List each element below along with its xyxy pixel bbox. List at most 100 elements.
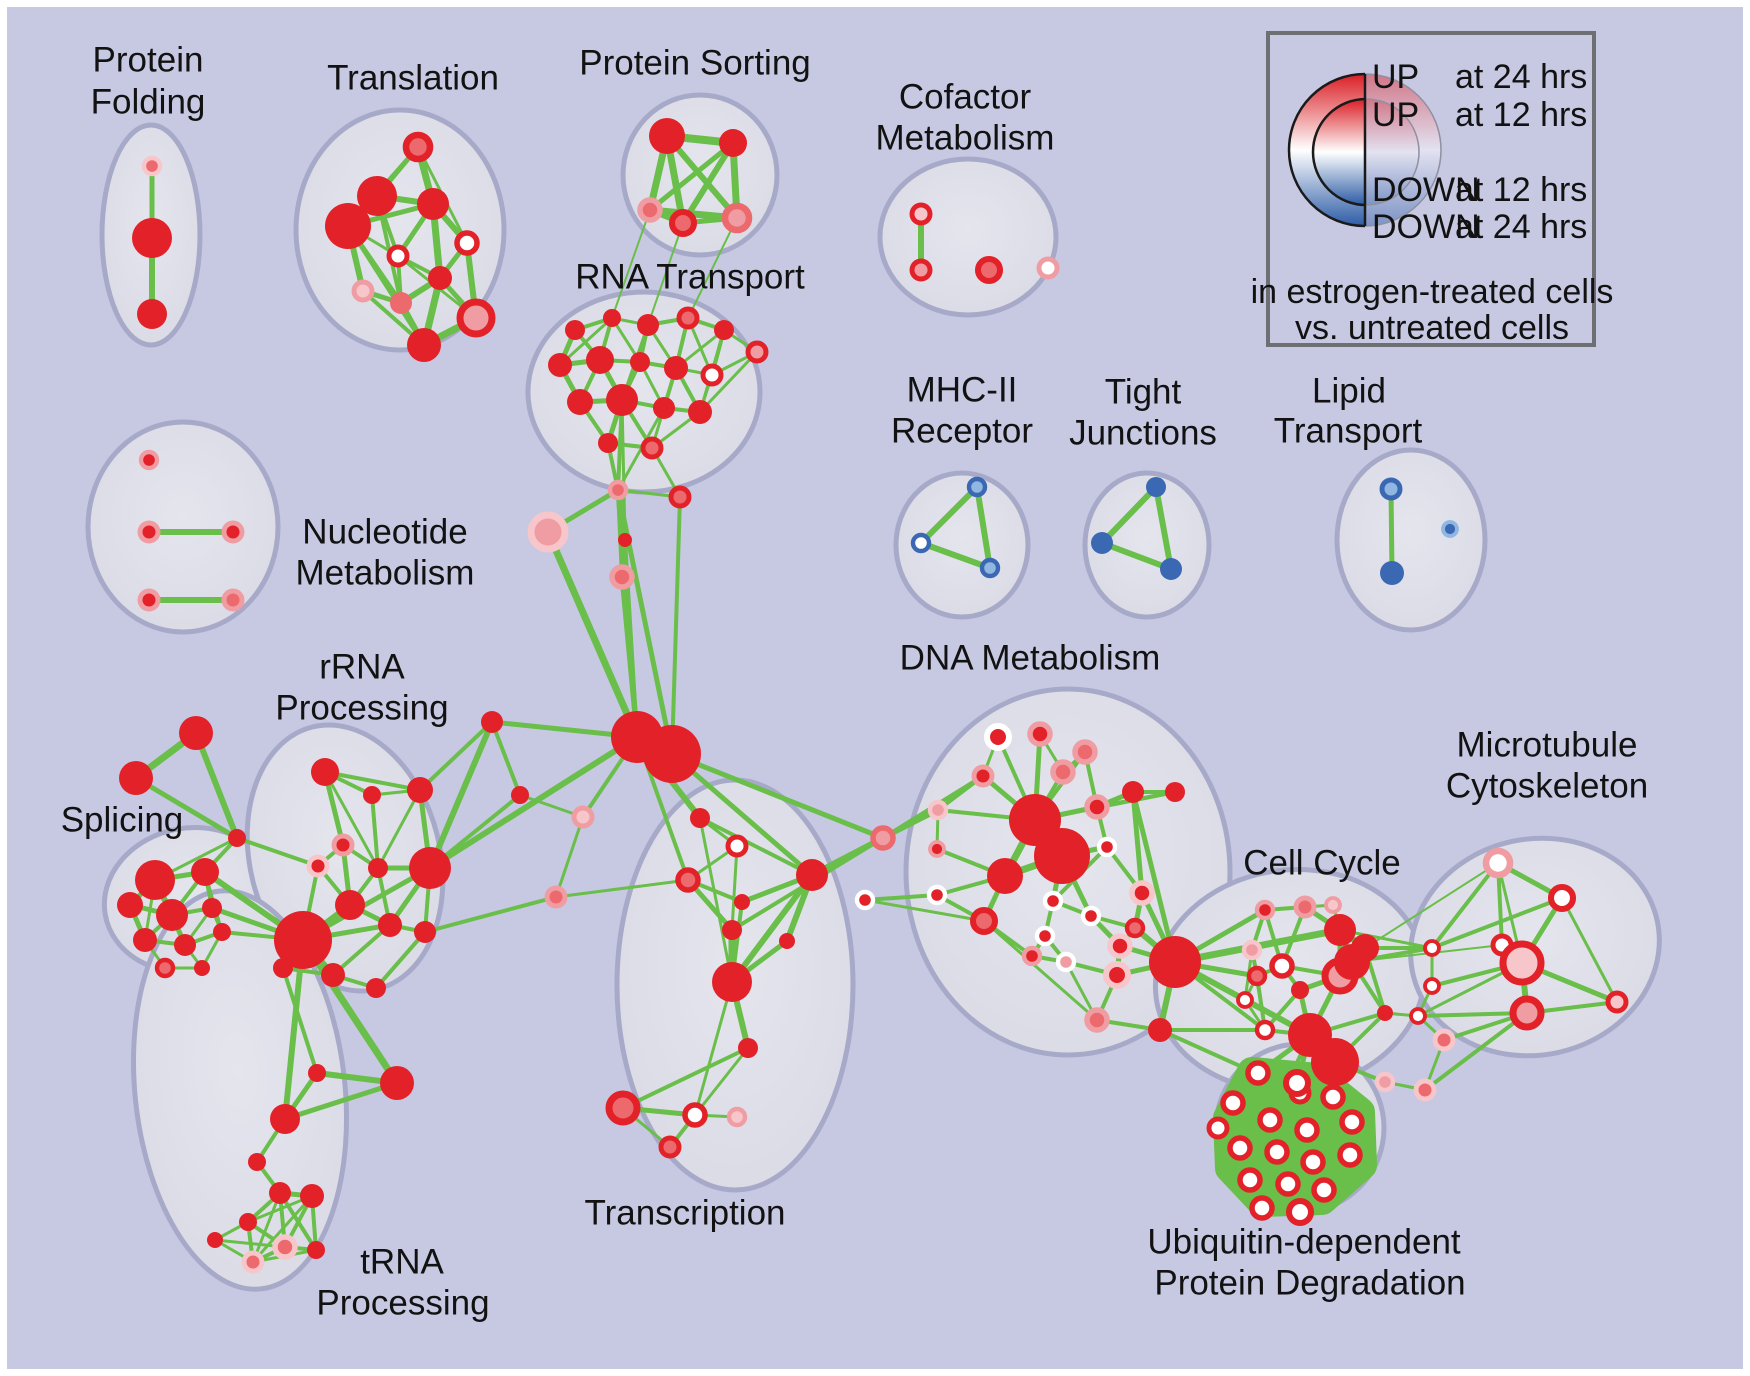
gene-set-node-dm-27 bbox=[1050, 759, 1076, 785]
gene-set-node-rt-7 bbox=[586, 346, 614, 374]
gene-set-node-dm-9 bbox=[1084, 794, 1110, 820]
gene-set-node-ub-11 bbox=[1237, 1167, 1263, 1193]
gene-set-node-cc-1 bbox=[1293, 895, 1317, 919]
gene-set-node-cn-9 bbox=[571, 805, 595, 829]
gene-set-node-dm-16 bbox=[1080, 905, 1102, 927]
gene-set-node-pf-2 bbox=[137, 299, 167, 329]
gene-set-node-rr-10 bbox=[274, 911, 332, 969]
gene-set-node-dm-26 bbox=[1165, 782, 1185, 802]
network-edge bbox=[133, 775, 240, 841]
network-edge bbox=[1099, 484, 1159, 546]
gene-set-node-cn-14 bbox=[1423, 977, 1441, 995]
network-edge bbox=[669, 751, 815, 878]
gene-set-node-tj-2 bbox=[1160, 558, 1182, 580]
nodes-layer bbox=[117, 118, 1629, 1274]
gene-set-node-sp-2 bbox=[228, 829, 246, 847]
gene-set-node-tj-1 bbox=[1091, 532, 1113, 554]
gene-set-node-rt-1 bbox=[603, 309, 621, 327]
cluster-ellipse-tj bbox=[1082, 470, 1212, 620]
gene-set-node-cn-10 bbox=[544, 885, 568, 909]
gene-set-node-sp-0 bbox=[179, 716, 213, 750]
gene-set-node-ub-16 bbox=[1206, 1116, 1230, 1140]
gene-set-node-tx-10 bbox=[682, 1102, 708, 1128]
cluster-label-tj-line1: Junctions bbox=[1069, 414, 1217, 453]
cluster-label-mt-line0: Microtubule bbox=[1457, 726, 1638, 765]
cluster-label-rr-line1: Processing bbox=[275, 689, 448, 728]
gene-set-node-rt-4 bbox=[714, 320, 734, 340]
gene-set-node-cn-11 bbox=[870, 825, 896, 851]
network-edge bbox=[693, 980, 734, 1117]
network-edge bbox=[669, 751, 886, 841]
cluster-ellipse-lt bbox=[1334, 447, 1488, 633]
gene-set-node-rr-12 bbox=[321, 963, 345, 987]
gene-set-node-ps-0 bbox=[649, 118, 685, 154]
gene-set-node-dm-24 bbox=[1084, 1007, 1110, 1033]
gene-set-node-tj-0 bbox=[1146, 477, 1166, 497]
gene-set-node-dm-15 bbox=[1034, 925, 1056, 947]
gene-set-node-dm-14 bbox=[1042, 890, 1064, 912]
gene-set-node-ub-14 bbox=[1249, 1195, 1275, 1221]
cluster-label-ub-line1: Protein Degradation bbox=[1154, 1264, 1465, 1303]
gene-set-node-ps-2 bbox=[637, 197, 663, 223]
gene-set-node-tx-1 bbox=[725, 834, 749, 858]
cluster-label-cf-line1: Metabolism bbox=[876, 119, 1055, 158]
gene-set-node-cn-0 bbox=[607, 479, 629, 501]
gene-set-node-cc-10 bbox=[1254, 1019, 1276, 1041]
network-edge bbox=[1430, 861, 1500, 950]
gene-set-node-dm-8 bbox=[987, 858, 1023, 894]
gene-set-node-cc-6 bbox=[1246, 965, 1268, 987]
network-edge bbox=[1130, 789, 1178, 965]
gene-set-node-cc-9 bbox=[1291, 981, 1309, 999]
legend-down-12-time: at 12 hrs bbox=[1455, 171, 1587, 209]
network-edge bbox=[1250, 948, 1267, 1032]
network-edge bbox=[1364, 862, 1499, 949]
network-edge bbox=[619, 574, 640, 740]
gene-set-node-cc-15 bbox=[1377, 1005, 1393, 1021]
gene-set-node-rt-12 bbox=[606, 384, 638, 416]
gene-set-node-mt-0 bbox=[1482, 847, 1514, 879]
gene-set-node-dm-18 bbox=[1021, 945, 1043, 967]
gene-set-node-dm-0 bbox=[983, 722, 1013, 752]
gene-set-node-cf-3 bbox=[1036, 256, 1060, 280]
gene-set-node-tr-6 bbox=[428, 266, 452, 290]
network-edge bbox=[1416, 1011, 1529, 1018]
gene-set-node-tx-12 bbox=[658, 1135, 682, 1159]
gene-set-node-cn-4 bbox=[609, 564, 635, 590]
gene-set-node-cn-2 bbox=[618, 533, 632, 547]
network-edge bbox=[544, 528, 641, 741]
gene-set-node-cn-8 bbox=[511, 786, 529, 804]
network-edge bbox=[693, 1046, 750, 1117]
network-edge bbox=[376, 788, 422, 870]
network-edge bbox=[1430, 896, 1564, 950]
gene-set-node-tn-6 bbox=[239, 1213, 257, 1231]
gene-set-node-tn-4 bbox=[269, 1182, 291, 1204]
network-edge bbox=[235, 836, 320, 868]
gene-set-node-tx-3 bbox=[734, 894, 750, 910]
gene-set-node-tn-7 bbox=[272, 1234, 298, 1260]
legend-faded-right-half bbox=[1365, 74, 1441, 226]
gene-set-node-cf-2 bbox=[974, 255, 1004, 285]
gene-set-node-cc-5 bbox=[1269, 953, 1295, 979]
network-edge bbox=[370, 793, 380, 870]
gene-set-node-ub-9 bbox=[1300, 1149, 1326, 1175]
gene-set-node-tx-4 bbox=[796, 859, 828, 891]
cluster-label-tj-line0: Tight bbox=[1105, 373, 1182, 412]
network-edge bbox=[554, 815, 585, 899]
gene-set-node-ub-1 bbox=[1282, 1068, 1312, 1098]
gene-set-node-rt-8 bbox=[630, 352, 650, 372]
legend-down-24-time: at 24 hrs bbox=[1455, 208, 1587, 246]
network-edge bbox=[1130, 789, 1145, 896]
gene-set-node-rt-13 bbox=[653, 397, 675, 419]
legend-up-12-time: at 12 hrs bbox=[1455, 96, 1587, 134]
gene-set-node-mt-1 bbox=[1547, 883, 1577, 913]
gene-set-node-sp-6 bbox=[156, 899, 188, 931]
gene-set-node-ub-2 bbox=[1220, 1090, 1246, 1116]
gene-set-node-sp-12 bbox=[194, 960, 210, 976]
gene-set-node-ub-5 bbox=[1294, 1117, 1320, 1143]
gene-set-node-tn-9 bbox=[241, 1250, 265, 1274]
network-edge bbox=[698, 816, 814, 877]
cluster-label-rr-line0: rRNA bbox=[319, 648, 405, 687]
gene-set-node-sp-8 bbox=[133, 928, 157, 952]
